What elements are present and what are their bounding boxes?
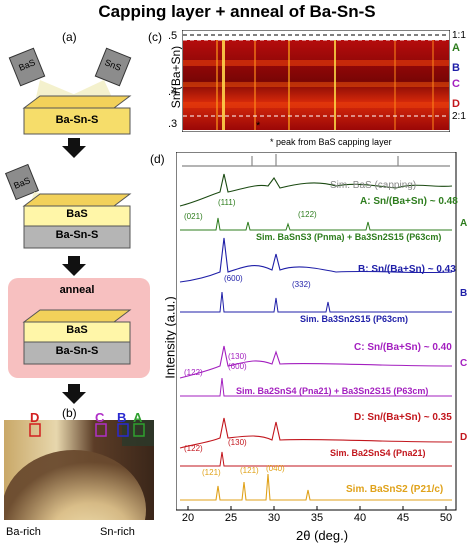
sim-bas-label: Sim. BaS (capping) <box>330 180 417 191</box>
film-label-step2: Ba-Sn-S <box>55 229 99 241</box>
hkl-c-600: (600) <box>228 362 247 371</box>
panel-b-label: (b) <box>62 406 77 420</box>
hkl-a-111: (111) <box>218 198 236 207</box>
trace-d <box>179 417 453 449</box>
hkl-c-130: (130) <box>228 352 247 361</box>
heatmap-star: * <box>256 120 261 132</box>
hkl-d-130: (130) <box>228 438 247 447</box>
arrow-down-2 <box>62 264 86 276</box>
ytick-03: .3 <box>168 118 178 130</box>
sim-c-label: Sim. Ba2SnS4 (Pna21) + Ba3Sn2S15 (P63cm) <box>236 386 429 396</box>
xtick-35: 35 <box>310 512 324 524</box>
xtick-50: 50 <box>439 512 453 524</box>
film-label-step1: Ba-Sn-S <box>55 114 99 126</box>
photo-marker-a: A <box>133 410 143 425</box>
composition-heatmap <box>182 30 450 132</box>
trace-a <box>179 173 453 207</box>
hkl-e-040: (040) <box>266 464 285 473</box>
star-note: * peak from BaS capping layer <box>270 137 392 147</box>
side-letter-b: B <box>460 288 468 299</box>
target-bas <box>8 47 46 87</box>
sim-c-trace <box>180 377 452 397</box>
heatmap-marker-c: C <box>452 78 460 90</box>
hkl-a-122: (122) <box>298 210 317 219</box>
xtick-40: 40 <box>353 512 367 524</box>
series-a-label: A: Sn/(Ba+Sn) ~ 0.48 <box>360 196 458 207</box>
sim-bas-trace <box>182 154 450 167</box>
target-sns <box>94 47 132 87</box>
panel-a-label: (a) <box>62 30 77 44</box>
sim-e-trace <box>180 473 452 501</box>
xtick-25: 25 <box>224 512 238 524</box>
sim-a-label: Sim. BaSnS3 (Pnma) + Ba3Sn2S15 (P63cm) <box>256 232 442 242</box>
figure-title: Capping layer + anneal of Ba-Sn-S <box>98 2 376 21</box>
sim-d-label: Sim. Ba2SnS4 (Pna21) <box>330 448 426 458</box>
hkl-b-332: (332) <box>292 280 311 289</box>
heatmap-marker-d: D <box>452 98 460 110</box>
panel-a-schematic <box>4 47 150 378</box>
cap-label-step2: BaS <box>66 208 88 220</box>
xtick-45: 45 <box>396 512 410 524</box>
arrow-stem-1 <box>68 138 80 146</box>
hkl-a-021: (021) <box>184 212 203 221</box>
sim-e-label: Sim. BaSnS2 (P21/c) <box>346 484 444 495</box>
panel-c-ylabel: Sn/(Ba+Sn) <box>169 45 183 109</box>
ytick-04: .4 <box>168 86 178 98</box>
arrow-stem-2 <box>68 256 80 264</box>
xtick-30: 30 <box>267 512 281 524</box>
series-c-label: C: Sn/(Ba+Sn) ~ 0.40 <box>354 342 452 353</box>
trace-b <box>179 237 453 283</box>
series-d-label: D: Sn/(Ba+Sn) ~ 0.35 <box>354 412 452 423</box>
arrow-down-1 <box>62 146 86 158</box>
sim-b-label: Sim. Ba3Sn2S15 (P63cm) <box>300 314 409 324</box>
cap-label-step3: BaS <box>66 324 88 336</box>
photo-marker-b: B <box>117 410 127 425</box>
side-letter-d: D <box>460 432 468 443</box>
arrow-down-3 <box>62 392 86 404</box>
anneal-label: anneal <box>59 284 95 296</box>
panel-c-label: (c) <box>148 30 162 44</box>
photo-marker-d: D <box>30 410 40 425</box>
side-letter-a: A <box>460 218 468 229</box>
sim-a-trace <box>180 217 452 231</box>
ratio-11-label: 1:1 <box>452 30 466 41</box>
hkl-b-600: (600) <box>224 274 243 283</box>
trace-c <box>179 345 453 379</box>
hkl-e-121b: (121) <box>240 466 259 475</box>
sn-rich-label: Sn-rich <box>100 526 135 538</box>
xrd-xlabel: 2θ (deg.) <box>296 528 349 543</box>
side-letter-c: C <box>460 358 468 369</box>
photo-marker-c: C <box>95 410 105 425</box>
ratio-21-label: 2:1 <box>452 111 466 122</box>
heatmap-marker-a: A <box>452 42 460 54</box>
sim-b-trace <box>180 291 452 313</box>
xrd-plot <box>176 152 457 511</box>
target-bas-step2 <box>4 163 40 201</box>
panel-d-label: (d) <box>150 152 165 166</box>
hkl-e-121a: (121) <box>202 468 221 477</box>
arrow-stem-3 <box>68 384 80 392</box>
ytick-05: .5 <box>168 30 178 42</box>
film-label-step3: Ba-Sn-S <box>55 345 99 357</box>
heatmap-marker-b: B <box>452 62 460 74</box>
sim-d-trace <box>180 451 452 467</box>
ba-rich-label: Ba-rich <box>6 526 41 538</box>
hkl-d-122: (122) <box>184 444 203 453</box>
series-b-label: B: Sn/(Ba+Sn) ~ 0.43 <box>358 264 456 275</box>
xtick-20: 20 <box>181 512 195 524</box>
sample-photo <box>4 420 154 520</box>
hkl-c-122: (122) <box>184 368 203 377</box>
